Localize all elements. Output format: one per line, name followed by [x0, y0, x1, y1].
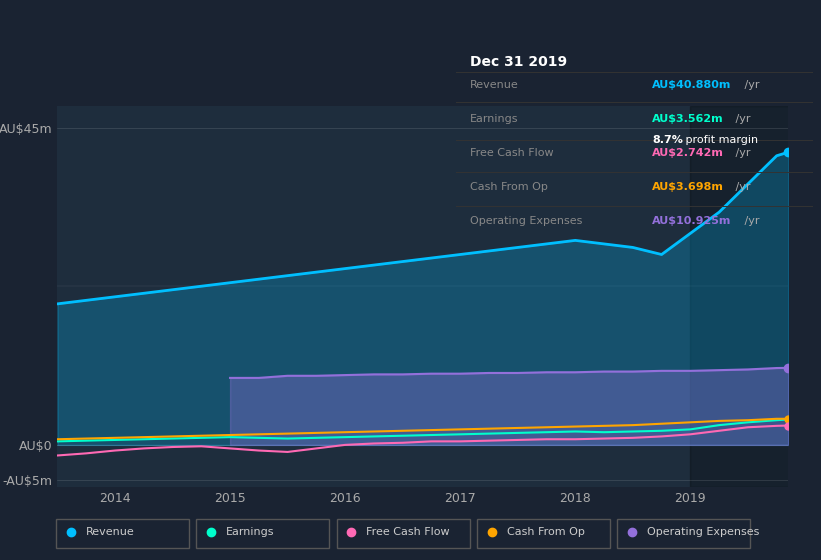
- Text: Earnings: Earnings: [470, 114, 518, 124]
- Text: profit margin: profit margin: [682, 135, 759, 145]
- FancyBboxPatch shape: [477, 519, 610, 548]
- Text: AU$2.742m: AU$2.742m: [652, 148, 724, 158]
- Text: 8.7%: 8.7%: [652, 135, 683, 145]
- Text: /yr: /yr: [732, 114, 751, 124]
- FancyBboxPatch shape: [617, 519, 750, 548]
- FancyBboxPatch shape: [56, 519, 189, 548]
- Text: /yr: /yr: [732, 148, 751, 158]
- FancyBboxPatch shape: [337, 519, 470, 548]
- Text: Operating Expenses: Operating Expenses: [470, 216, 582, 226]
- Text: AU$3.562m: AU$3.562m: [652, 114, 723, 124]
- Text: Operating Expenses: Operating Expenses: [647, 527, 759, 537]
- Text: Revenue: Revenue: [470, 80, 519, 90]
- Text: Cash From Op: Cash From Op: [507, 527, 585, 537]
- Text: /yr: /yr: [741, 216, 760, 226]
- Text: Free Cash Flow: Free Cash Flow: [470, 148, 553, 158]
- Text: /yr: /yr: [741, 80, 760, 90]
- Text: AU$3.698m: AU$3.698m: [652, 182, 724, 192]
- Text: Earnings: Earnings: [226, 527, 274, 537]
- Text: Dec 31 2019: Dec 31 2019: [470, 55, 567, 69]
- Text: Cash From Op: Cash From Op: [470, 182, 548, 192]
- Text: Revenue: Revenue: [85, 527, 134, 537]
- Text: Free Cash Flow: Free Cash Flow: [366, 527, 450, 537]
- Bar: [690, 106, 821, 487]
- FancyBboxPatch shape: [196, 519, 329, 548]
- Text: AU$10.925m: AU$10.925m: [652, 216, 732, 226]
- Text: AU$40.880m: AU$40.880m: [652, 80, 732, 90]
- Text: /yr: /yr: [732, 182, 751, 192]
